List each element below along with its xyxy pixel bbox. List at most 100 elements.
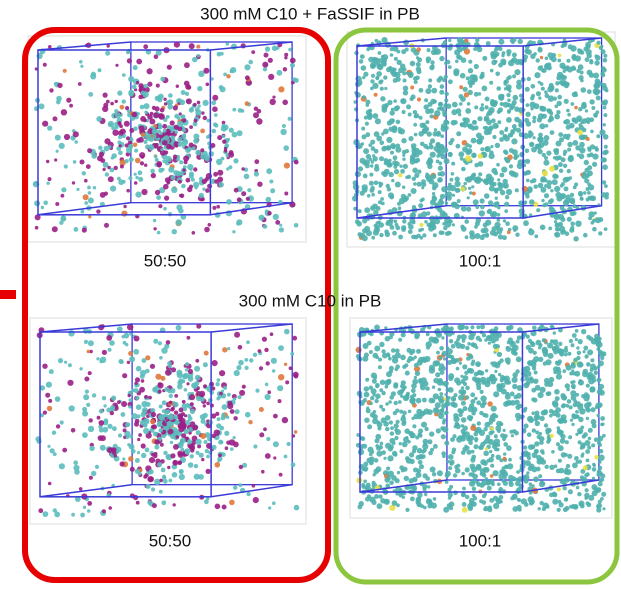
molecule bbox=[180, 448, 184, 452]
molecule bbox=[527, 77, 531, 81]
molecule bbox=[503, 150, 508, 155]
molecule bbox=[559, 169, 563, 173]
molecule bbox=[265, 394, 271, 400]
molecule bbox=[130, 467, 135, 472]
molecule bbox=[202, 188, 205, 191]
molecule bbox=[135, 396, 139, 400]
molecule bbox=[534, 185, 538, 189]
molecule bbox=[587, 153, 591, 157]
molecule bbox=[463, 406, 468, 411]
molecule bbox=[488, 176, 494, 182]
molecule bbox=[198, 474, 204, 480]
molecule bbox=[460, 96, 466, 102]
molecule bbox=[134, 388, 139, 393]
molecule bbox=[108, 506, 112, 510]
molecule bbox=[171, 187, 177, 193]
molecule bbox=[233, 397, 236, 400]
molecule bbox=[478, 154, 483, 159]
molecule bbox=[485, 233, 490, 238]
molecule bbox=[409, 452, 414, 457]
molecule bbox=[372, 156, 377, 161]
molecule bbox=[236, 219, 242, 225]
molecule bbox=[417, 97, 421, 101]
molecule bbox=[497, 429, 501, 433]
molecule bbox=[433, 233, 437, 237]
molecule bbox=[401, 469, 405, 473]
molecule bbox=[567, 399, 572, 404]
molecule bbox=[401, 380, 406, 385]
molecule bbox=[540, 56, 543, 59]
molecule bbox=[506, 93, 510, 97]
molecule bbox=[567, 217, 572, 222]
molecule bbox=[386, 352, 390, 356]
molecule bbox=[66, 98, 71, 103]
molecule bbox=[398, 173, 402, 177]
molecule bbox=[389, 395, 394, 400]
molecule bbox=[207, 119, 211, 123]
molecule bbox=[174, 42, 180, 48]
molecule bbox=[559, 194, 564, 199]
molecule bbox=[538, 183, 544, 189]
molecule bbox=[445, 471, 451, 477]
molecule bbox=[546, 440, 550, 444]
molecule bbox=[220, 52, 224, 56]
molecule bbox=[229, 128, 234, 133]
molecule bbox=[118, 151, 123, 156]
molecule bbox=[389, 438, 395, 444]
molecule bbox=[206, 455, 210, 459]
molecule bbox=[520, 98, 525, 103]
molecule bbox=[407, 359, 411, 363]
molecule bbox=[182, 380, 186, 384]
molecule bbox=[579, 147, 585, 153]
molecule bbox=[573, 236, 578, 241]
molecule bbox=[444, 99, 448, 103]
molecule bbox=[215, 412, 219, 416]
molecule bbox=[572, 140, 578, 146]
molecule bbox=[509, 341, 515, 347]
molecule bbox=[566, 365, 572, 371]
molecule bbox=[395, 182, 401, 188]
molecule bbox=[585, 449, 590, 454]
molecule bbox=[433, 337, 438, 342]
molecule bbox=[366, 407, 369, 410]
molecule bbox=[266, 168, 272, 174]
molecule bbox=[605, 89, 609, 93]
molecule bbox=[381, 132, 384, 135]
molecule bbox=[48, 482, 52, 486]
molecule bbox=[178, 180, 182, 184]
molecule bbox=[405, 371, 410, 376]
molecule bbox=[464, 219, 469, 224]
panel-label: 50:50 bbox=[144, 251, 187, 270]
molecule bbox=[402, 365, 406, 369]
molecule bbox=[68, 330, 74, 336]
molecule bbox=[268, 506, 271, 509]
molecule bbox=[588, 216, 592, 220]
molecule bbox=[221, 124, 225, 128]
molecule bbox=[284, 455, 288, 459]
molecule bbox=[47, 126, 52, 131]
molecule bbox=[447, 348, 453, 354]
molecule bbox=[423, 487, 427, 491]
molecule bbox=[186, 178, 191, 183]
molecule bbox=[585, 109, 588, 112]
molecule bbox=[397, 202, 401, 206]
molecule bbox=[424, 220, 428, 224]
molecule bbox=[43, 201, 48, 206]
molecule bbox=[485, 146, 491, 152]
molecule bbox=[564, 186, 569, 191]
molecule bbox=[291, 462, 296, 467]
molecule bbox=[597, 414, 600, 417]
molecule bbox=[247, 188, 251, 192]
molecule bbox=[189, 174, 194, 179]
molecule bbox=[511, 434, 514, 437]
molecule bbox=[507, 99, 511, 103]
molecule bbox=[81, 210, 85, 214]
molecule bbox=[52, 226, 58, 232]
molecule bbox=[187, 164, 193, 170]
molecule bbox=[374, 346, 380, 352]
molecule bbox=[402, 110, 406, 114]
molecule bbox=[559, 63, 565, 69]
molecule bbox=[280, 129, 286, 135]
molecule bbox=[178, 141, 183, 146]
molecule bbox=[262, 337, 267, 342]
